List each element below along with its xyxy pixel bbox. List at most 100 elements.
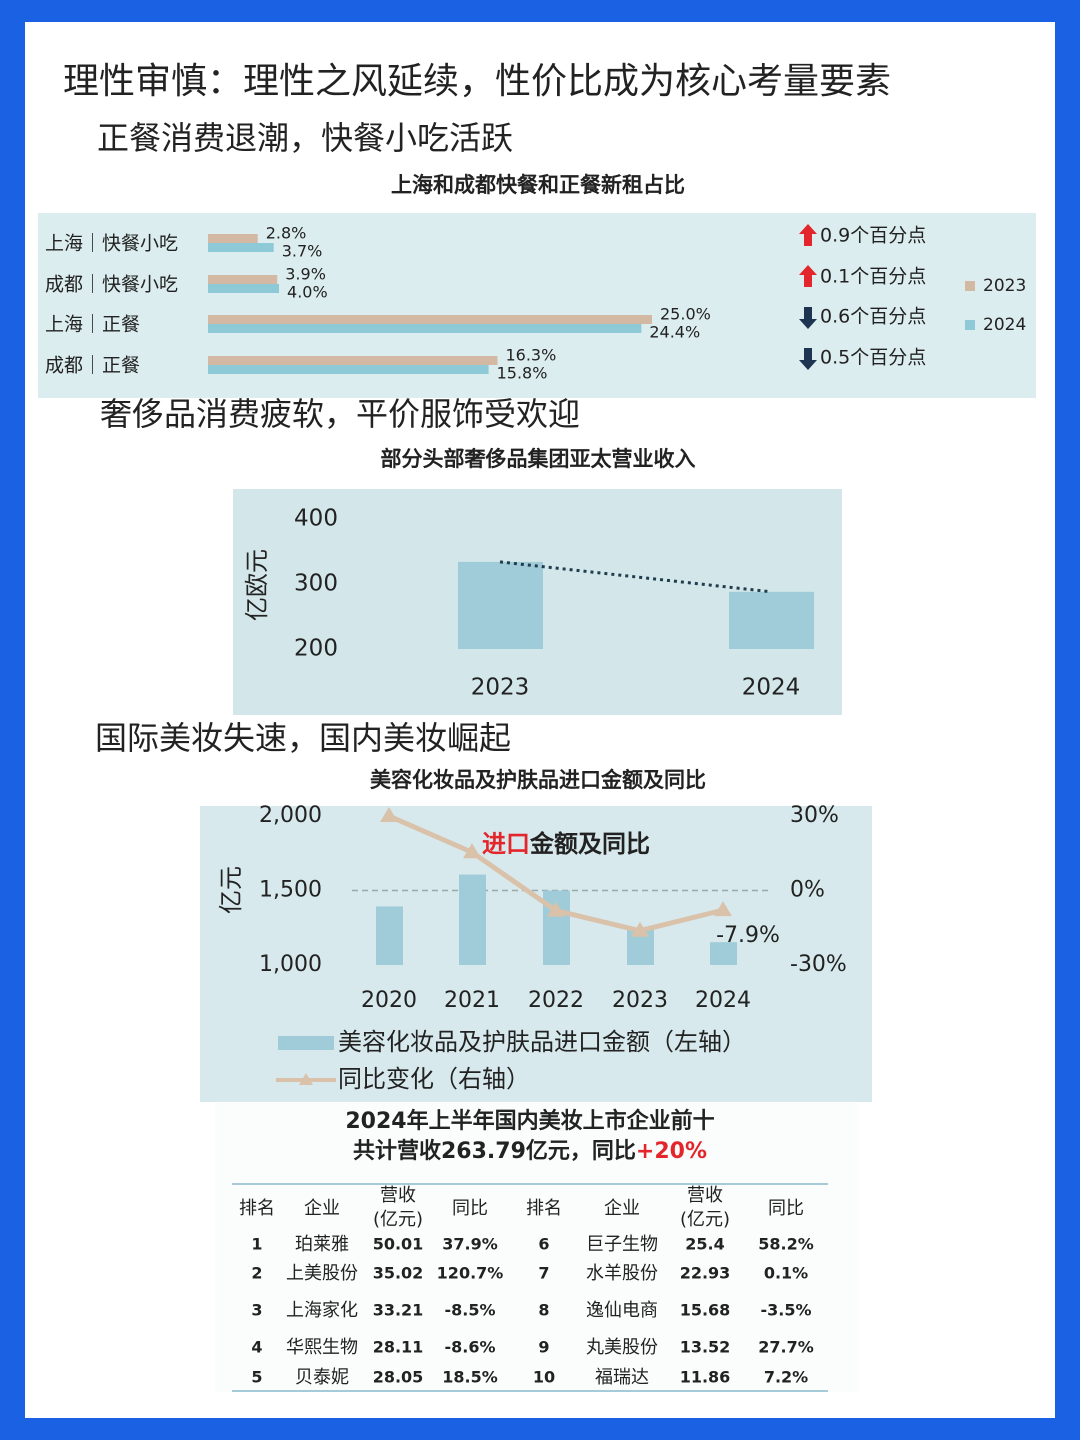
x-tick-label: 2024: [695, 988, 751, 1013]
table-cell: 逸仙电商: [586, 1300, 658, 1321]
marker: [463, 843, 481, 859]
category-label: 上海｜正餐: [45, 314, 140, 336]
table-title-highlight: +20%: [636, 1139, 707, 1164]
table-cell: 10: [533, 1368, 555, 1387]
legend-label: 美容化妆品及护肤品进口金额（左轴）: [338, 1028, 746, 1056]
table-cell: -8.6%: [444, 1338, 495, 1357]
table-cell: 6: [538, 1235, 549, 1254]
y-tick-label: 200: [294, 636, 338, 662]
table-cell: 福瑞达: [595, 1367, 649, 1388]
value-label: 3.7%: [282, 242, 323, 261]
bar: [459, 874, 486, 965]
table-header: 排名: [526, 1198, 562, 1219]
table-header: 同比: [452, 1198, 488, 1219]
table-cell: 3: [251, 1301, 262, 1320]
marker: [714, 901, 732, 917]
table-header: 营收: [687, 1185, 723, 1206]
table-cell: 贝泰妮: [295, 1367, 349, 1388]
table-cell: 22.93: [680, 1264, 731, 1283]
inner-title-part: 进口: [482, 830, 530, 858]
table-header: 企业: [604, 1198, 640, 1219]
table-title: 2024年上半年国内美妆上市企业前十: [345, 1108, 714, 1134]
legend-marker: [299, 1073, 313, 1085]
x-tick-label: 2023: [471, 675, 530, 701]
y-tick-label: 300: [294, 571, 338, 597]
bar: [208, 365, 489, 374]
table-cell: 11.86: [680, 1368, 731, 1387]
table-cell: 25.4: [685, 1235, 724, 1254]
table-cell: 1: [251, 1235, 262, 1254]
value-label: 4.0%: [287, 283, 328, 302]
chart-bg: [200, 806, 872, 1102]
table-cell: 水羊股份: [586, 1263, 658, 1284]
arrow-icon: [799, 307, 817, 329]
table-cell: -8.5%: [444, 1301, 495, 1320]
x-tick-label: 2023: [612, 988, 668, 1013]
table-cell: 58.2%: [758, 1235, 814, 1254]
y-tick-label: 1,500: [259, 878, 322, 903]
table-cell: 2: [251, 1264, 262, 1283]
arrow-icon: [799, 348, 817, 370]
chart-title: 美容化妆品及护肤品进口金额及同比: [370, 768, 706, 792]
annotation: 0.9个百分点: [820, 225, 926, 247]
marker: [631, 921, 649, 937]
value-label: 15.8%: [497, 364, 548, 383]
table-cell: 28.11: [373, 1338, 424, 1357]
value-label: 25.0%: [660, 305, 711, 324]
table-title: 共计营收263.79亿元，同比+20%: [353, 1138, 707, 1164]
table-cell: 13.52: [680, 1338, 731, 1357]
y-axis-label: 亿元: [217, 866, 245, 914]
y2-tick-label: 30%: [790, 803, 839, 828]
table-cell: 28.05: [373, 1368, 424, 1387]
chart-title: 上海和成都快餐和正餐新租占比: [391, 173, 685, 197]
table-bg: [215, 1103, 858, 1392]
bar: [208, 275, 278, 284]
bar: [458, 561, 543, 649]
table-cell: 上海家化: [286, 1300, 358, 1321]
value-label: -7.9%: [716, 923, 780, 948]
table-cell: 丸美股份: [586, 1337, 658, 1358]
table-cell: 上美股份: [286, 1263, 358, 1284]
bar: [208, 324, 642, 333]
value-label: 24.4%: [649, 323, 700, 342]
y-tick-label: 2,000: [259, 803, 322, 828]
value-label: 2.8%: [266, 224, 307, 243]
x-tick-label: 2022: [528, 988, 584, 1013]
inner-title-part: 金额及同比: [529, 830, 650, 858]
table-cell: 33.21: [373, 1301, 424, 1320]
table-header: (亿元): [373, 1209, 423, 1230]
bar: [710, 942, 737, 965]
category-label: 成都｜快餐小吃: [45, 274, 178, 296]
table-cell: 9: [538, 1338, 549, 1357]
bar: [208, 284, 280, 293]
value-label: 3.9%: [285, 265, 326, 284]
legend-label: 2023: [983, 276, 1026, 296]
table-header: 同比: [768, 1198, 804, 1219]
page-title: 理性审慎：理性之风延续，性价比成为核心考量要素: [63, 61, 891, 102]
table-cell: 巨子生物: [586, 1234, 658, 1255]
table-cell: 5: [251, 1368, 262, 1387]
table-cell: 7.2%: [764, 1368, 808, 1387]
bar: [208, 234, 258, 243]
table-cell: 0.1%: [764, 1264, 808, 1283]
annotation: 0.1个百分点: [820, 266, 926, 288]
marker: [380, 807, 398, 822]
chart-title: 部分头部奢侈品集团亚太营业收入: [381, 447, 696, 471]
category-label: 成都｜正餐: [45, 355, 140, 377]
legend-swatch: [965, 320, 975, 330]
x-tick-label: 2021: [444, 988, 500, 1013]
legend-swatch: [965, 281, 975, 291]
bar: [208, 356, 498, 365]
table-cell: 7: [538, 1264, 549, 1283]
table-cell: 120.7%: [437, 1264, 504, 1283]
table-header: 营收: [380, 1185, 416, 1206]
table-header: 企业: [304, 1198, 340, 1219]
bar: [208, 315, 652, 324]
table-header: (亿元): [680, 1209, 730, 1230]
legend-label: 同比变化（右轴）: [338, 1065, 530, 1093]
table-title-text: 共计营收263.79亿元，同比: [353, 1138, 636, 1164]
y-axis-label: 亿欧元: [243, 549, 271, 621]
x-tick-label: 2024: [742, 675, 801, 701]
table-cell: 8: [538, 1301, 549, 1320]
category-label: 上海｜快餐小吃: [45, 233, 178, 255]
